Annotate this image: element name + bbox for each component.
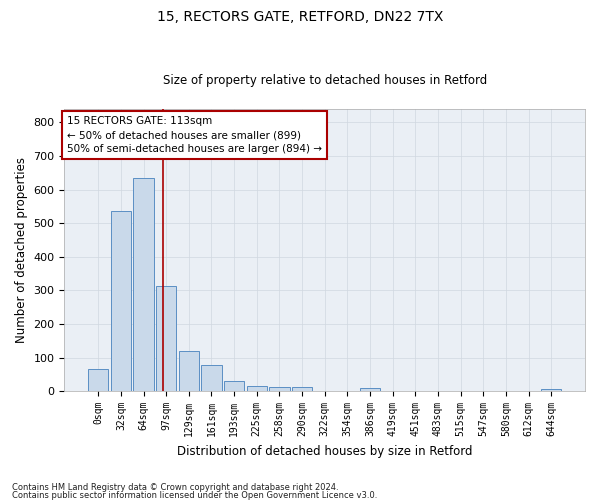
Bar xyxy=(133,178,154,391)
Title: Size of property relative to detached houses in Retford: Size of property relative to detached ho… xyxy=(163,74,487,87)
Bar xyxy=(111,212,131,391)
Y-axis label: Number of detached properties: Number of detached properties xyxy=(15,157,28,343)
Text: 15, RECTORS GATE, RETFORD, DN22 7TX: 15, RECTORS GATE, RETFORD, DN22 7TX xyxy=(157,10,443,24)
Bar xyxy=(269,388,290,391)
Bar xyxy=(292,388,312,391)
Text: 15 RECTORS GATE: 113sqm
← 50% of detached houses are smaller (899)
50% of semi-d: 15 RECTORS GATE: 113sqm ← 50% of detache… xyxy=(67,116,322,154)
Text: Contains public sector information licensed under the Open Government Licence v3: Contains public sector information licen… xyxy=(12,490,377,500)
Bar xyxy=(247,386,267,391)
Bar xyxy=(156,286,176,391)
X-axis label: Distribution of detached houses by size in Retford: Distribution of detached houses by size … xyxy=(177,444,472,458)
Bar xyxy=(541,389,562,391)
Text: Contains HM Land Registry data © Crown copyright and database right 2024.: Contains HM Land Registry data © Crown c… xyxy=(12,484,338,492)
Bar xyxy=(88,370,109,391)
Bar xyxy=(360,388,380,391)
Bar xyxy=(201,365,221,391)
Bar xyxy=(224,381,244,391)
Bar xyxy=(179,351,199,391)
